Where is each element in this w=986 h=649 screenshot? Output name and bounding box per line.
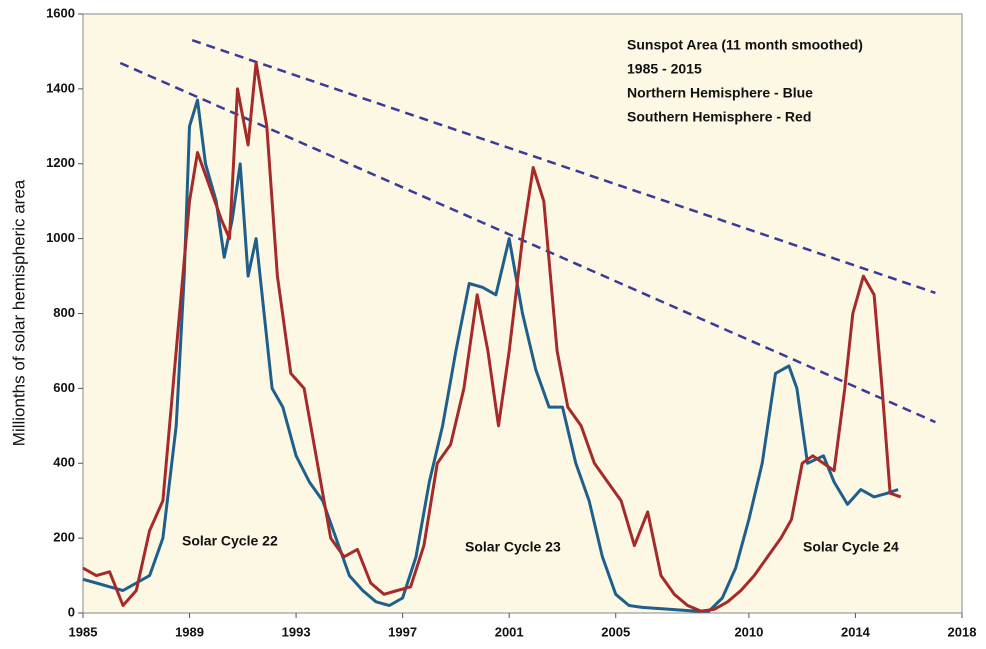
y-tick-label: 1200 xyxy=(46,155,75,170)
y-tick-label: 1000 xyxy=(46,230,75,245)
y-tick-label: 800 xyxy=(53,305,75,320)
annotation: Sunspot Area (11 month smoothed) xyxy=(627,37,863,53)
annotation: Southern Hemisphere - Red xyxy=(627,109,811,125)
x-tick-label: 1993 xyxy=(282,624,311,639)
annotation: Northern Hemisphere - Blue xyxy=(627,85,813,101)
annotation: 1985 - 2015 xyxy=(627,61,702,77)
x-tick-label: 1989 xyxy=(175,624,204,639)
x-tick-label: 2005 xyxy=(601,624,630,639)
y-axis-label: Millionths of solar hemispheric area xyxy=(9,179,28,446)
cycle-label: Solar Cycle 22 xyxy=(182,533,278,549)
cycle-label: Solar Cycle 24 xyxy=(803,539,899,555)
x-tick-label: 2010 xyxy=(734,624,763,639)
x-tick-label: 2014 xyxy=(841,624,871,639)
trend-line xyxy=(119,61,936,424)
y-tick-label: 200 xyxy=(53,530,75,545)
x-tick-label: 2001 xyxy=(495,624,524,639)
y-tick-label: 600 xyxy=(53,380,75,395)
cycle-label: Solar Cycle 23 xyxy=(465,539,561,555)
y-tick-label: 1600 xyxy=(46,5,75,20)
x-tick-label: 1985 xyxy=(69,624,98,639)
x-tick-label: 2018 xyxy=(948,624,977,639)
series-line xyxy=(82,98,899,613)
trend-line xyxy=(191,39,936,295)
y-tick-label: 400 xyxy=(53,455,75,470)
y-tick-label: 0 xyxy=(68,604,75,619)
x-tick-label: 1997 xyxy=(388,624,417,639)
y-tick-label: 1400 xyxy=(46,80,75,95)
series-line xyxy=(82,61,902,613)
